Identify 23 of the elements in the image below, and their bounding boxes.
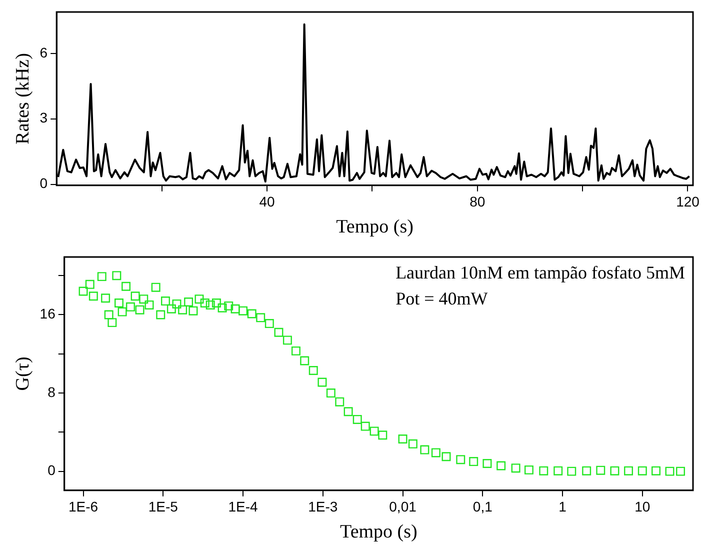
x-tick-label: 1E-6 [68,498,98,515]
y-tick-label: 8 [48,384,56,400]
x-tick-label: 0,1 [472,498,493,515]
x-axis-title: Tempo (s) [340,522,418,543]
y-tick-label: 0 [48,462,56,478]
annotation: Laurdan 10nM em tampão fosfato 5mM [396,262,685,283]
x-tick-label: 10 [634,498,650,515]
x-tick-label: 40 [259,194,275,210]
y-tick-label: 16 [40,306,56,322]
y-axis-title: Rates (kHz) [12,53,34,144]
x-tick-label: 0,01 [389,498,417,515]
annotation: Pot = 40mW [396,288,488,309]
x-tick-label: 1E-3 [308,498,338,515]
x-tick-label: 1E-4 [228,498,258,515]
x-tick-label: 80 [470,194,486,210]
x-tick-label: 1 [558,498,567,515]
y-tick-label: 3 [40,110,48,126]
x-tick-label: 120 [676,194,700,210]
y-tick-label: 6 [40,44,48,60]
y-tick-label: 0 [40,175,48,192]
x-axis-title: Tempo (s) [336,216,414,238]
x-tick-label: 1E-5 [148,498,178,515]
y-axis-title: G(τ) [12,356,34,391]
